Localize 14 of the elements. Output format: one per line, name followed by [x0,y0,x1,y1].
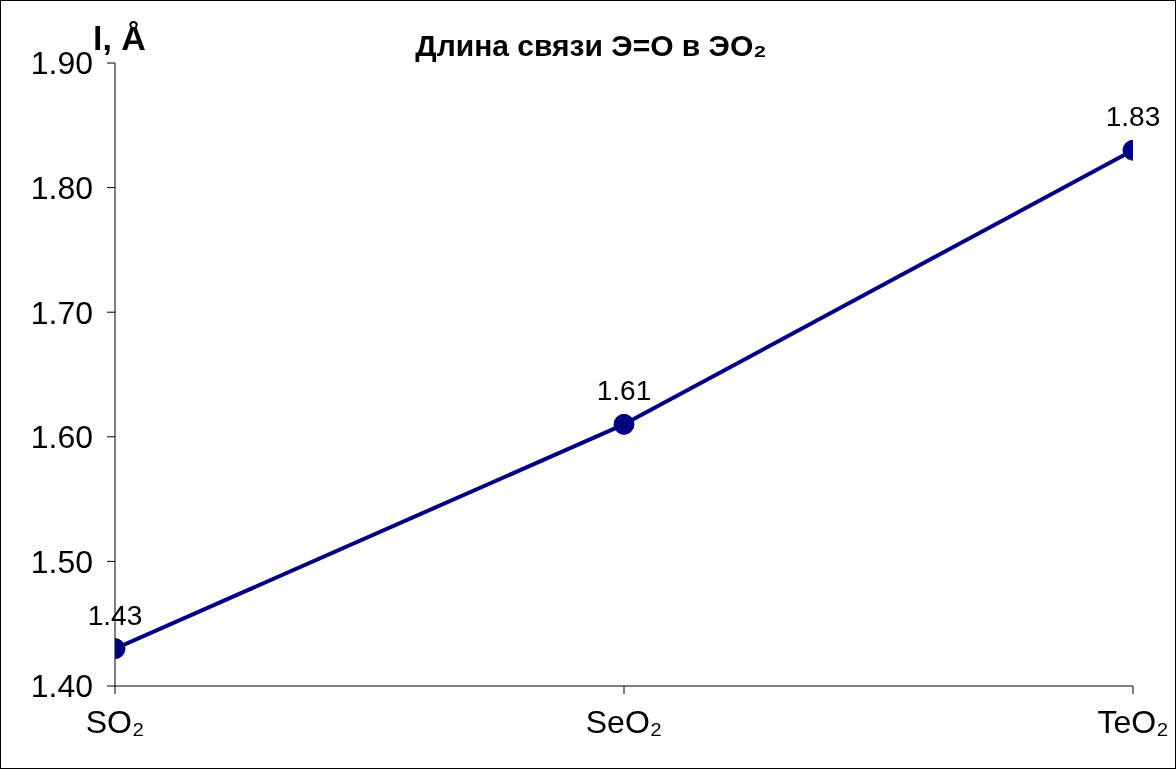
y-tick-label: 1.80 [30,169,93,206]
data-label: 1.83 [1105,101,1161,133]
y-axis-title: l, Å [93,19,146,58]
y-tick-label: 1.50 [30,543,93,580]
x-tick-label: SeO₂ [585,703,663,740]
chart-title: Длина связи Э=О в ЭО₂ [414,29,768,63]
data-label: 1.61 [596,375,652,407]
y-tick-label: 1.60 [30,419,93,456]
y-tick-label: 1.90 [30,45,93,82]
x-tick-label: SO₂ [85,703,145,740]
y-tick-label: 1.40 [30,668,93,705]
data-label: 1.43 [87,599,143,631]
x-tick-label: TeO₂ [1097,703,1169,740]
y-tick-label: 1.70 [30,294,93,331]
